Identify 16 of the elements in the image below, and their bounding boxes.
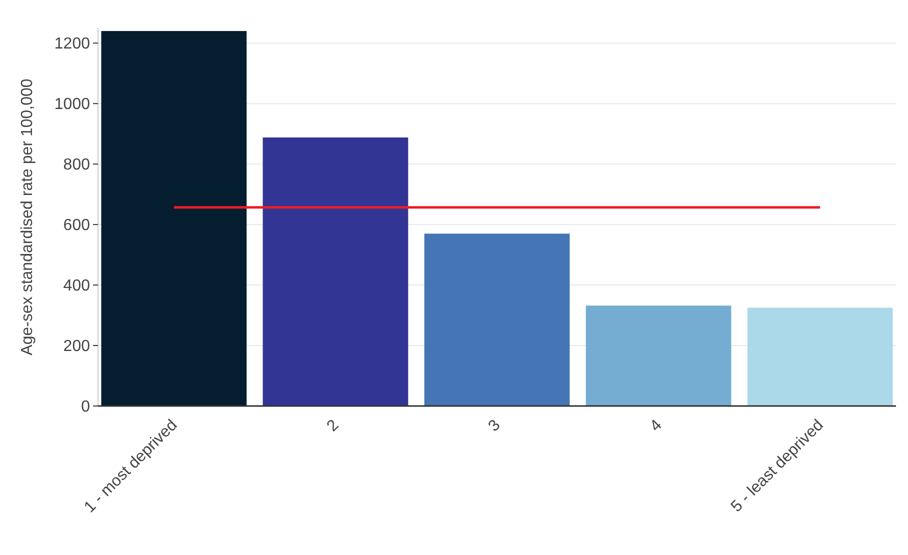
x-tick-label: 4 xyxy=(647,416,666,436)
y-tick-label: 1000 xyxy=(54,96,90,114)
y-tick-label: 600 xyxy=(63,217,90,234)
bar xyxy=(101,31,247,406)
y-tick-label: 400 xyxy=(63,278,90,295)
bar xyxy=(424,234,570,406)
y-tick-label: 0 xyxy=(81,398,90,416)
y-tick-label: 1200 xyxy=(54,36,90,53)
x-tick-label: 2 xyxy=(324,416,342,436)
y-axis-title: Age-sex standardised rate per 100,000 xyxy=(19,78,36,356)
y-tick-label: 200 xyxy=(63,338,90,356)
bar xyxy=(262,137,408,406)
x-tick-label: 3 xyxy=(485,416,504,436)
bar xyxy=(747,308,893,406)
bar xyxy=(586,306,732,406)
y-tick-label: 800 xyxy=(63,156,90,174)
